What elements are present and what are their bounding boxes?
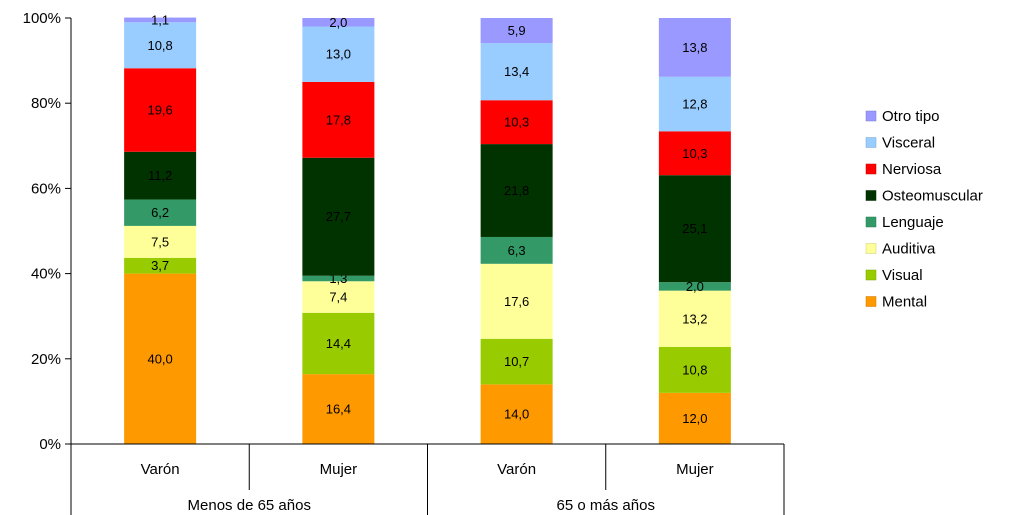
legend-label: Visceral — [882, 135, 935, 152]
data-label: 5,9 — [508, 23, 526, 38]
legend-swatch — [865, 269, 877, 281]
legend-label: Visual — [882, 267, 923, 284]
legend-label: Auditiva — [882, 241, 936, 258]
bar-segment-auditiva — [124, 225, 197, 258]
data-label: 17,8 — [326, 112, 351, 127]
legend-swatch — [865, 296, 877, 307]
legend-swatch — [865, 243, 877, 254]
bar-segment-osteomuscular — [302, 157, 375, 276]
legend-label: Osteomuscular — [882, 188, 983, 205]
bar-segment-osteomuscular — [480, 144, 553, 237]
bar-segment-lenguaje — [124, 199, 197, 226]
data-label: 7,5 — [151, 234, 169, 249]
data-label: 40,0 — [147, 351, 172, 366]
bar-segment-lenguaje — [302, 275, 375, 282]
bar-segment-mental — [658, 392, 731, 444]
data-label: 13,4 — [504, 64, 529, 79]
data-label: 13,0 — [326, 47, 351, 62]
bar-segment-otro-tipo — [480, 18, 553, 44]
bar-segment-visual — [658, 346, 731, 393]
x-group-label: Menos de 65 años — [188, 497, 311, 514]
legend-swatch — [865, 163, 877, 175]
x-category-label: Varón — [497, 461, 536, 478]
data-label: 1,1 — [151, 12, 169, 27]
bar-segment-visceral — [658, 76, 731, 132]
y-tick-label: 100% — [23, 10, 61, 27]
data-label: 12,8 — [682, 97, 707, 112]
data-label: 19,6 — [147, 103, 172, 118]
data-label: 10,3 — [682, 146, 707, 161]
data-label: 10,7 — [504, 354, 529, 369]
bar-segment-visceral — [302, 26, 375, 82]
bar-segment-lenguaje — [658, 282, 731, 291]
bar-segment-nerviosa — [124, 68, 197, 152]
y-tick-label: 40% — [31, 266, 61, 283]
data-label: 14,4 — [326, 336, 351, 351]
bar-segment-visual — [480, 338, 553, 385]
y-tick-label: 0% — [39, 436, 61, 453]
bar-segment-nerviosa — [480, 100, 553, 145]
data-label: 10,3 — [504, 115, 529, 130]
data-label: 12,0 — [682, 411, 707, 426]
legend-swatch — [865, 137, 877, 148]
x-category-label: Mujer — [676, 461, 714, 478]
legend-label: Otro tipo — [882, 108, 940, 125]
legend-label: Lenguaje — [882, 214, 944, 231]
bar-segment-osteomuscular — [124, 151, 197, 200]
y-tick-label: 80% — [31, 95, 61, 112]
data-label: 21,8 — [504, 183, 529, 198]
bar-segment-visual — [302, 312, 375, 375]
data-label: 27,7 — [326, 209, 351, 224]
data-label: 2,0 — [686, 279, 704, 294]
legend-swatch — [865, 190, 877, 201]
data-label: 11,2 — [148, 168, 172, 183]
data-label: 7,4 — [329, 290, 347, 305]
x-category-label: Varón — [141, 461, 180, 478]
data-label: 25,1 — [682, 221, 707, 236]
bar-segment-osteomuscular — [658, 175, 731, 283]
legend-swatch — [865, 216, 877, 228]
data-label: 13,2 — [682, 311, 707, 326]
bar-segment-nerviosa — [658, 131, 731, 176]
legend-label: Mental — [882, 294, 927, 311]
legend-label: Nerviosa — [882, 161, 942, 178]
x-group-label: 65 o más años — [557, 497, 655, 514]
bar-segment-otro-tipo — [658, 18, 731, 77]
bar-segment-visual — [124, 257, 197, 274]
data-label: 2,0 — [329, 15, 347, 30]
bar-segment-mental — [302, 374, 375, 444]
bar-segment-visceral — [480, 43, 553, 101]
bar-segment-nerviosa — [302, 81, 375, 158]
data-label: 6,3 — [508, 243, 526, 258]
data-label: 13,8 — [682, 40, 707, 55]
data-label: 6,2 — [151, 205, 169, 220]
bar-segment-visceral — [124, 22, 197, 69]
data-label: 10,8 — [682, 362, 707, 377]
legend-swatch — [865, 110, 877, 122]
y-tick-label: 60% — [31, 180, 61, 197]
bar-segment-otro-tipo — [124, 17, 197, 23]
data-label: 16,4 — [326, 402, 351, 417]
bar-segment-auditiva — [302, 281, 375, 313]
data-label: 17,6 — [504, 294, 529, 309]
bar-segment-lenguaje — [480, 236, 553, 264]
bar-segment-auditiva — [480, 263, 553, 339]
data-label: 3,7 — [151, 258, 169, 273]
bar-segment-mental — [124, 273, 197, 444]
bar-segment-auditiva — [658, 290, 731, 347]
x-category-label: Mujer — [320, 461, 358, 478]
bar-segment-otro-tipo — [302, 18, 375, 27]
y-tick-label: 20% — [31, 351, 61, 368]
bar-segment-mental — [480, 384, 553, 444]
data-label: 10,8 — [147, 38, 172, 53]
data-label: 14,0 — [504, 407, 529, 422]
